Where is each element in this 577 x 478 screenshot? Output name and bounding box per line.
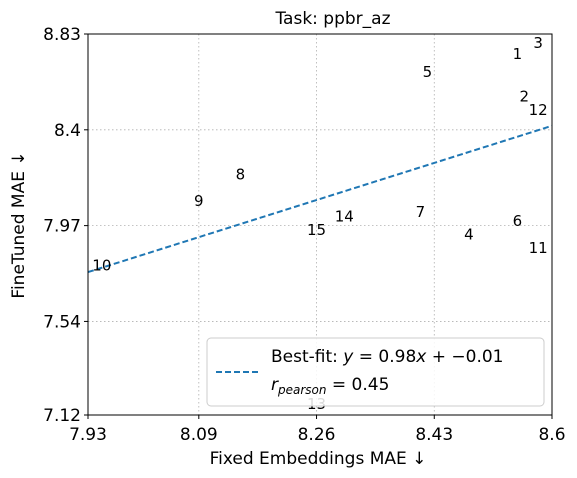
y-tick-label: 8.4 bbox=[54, 121, 81, 141]
y-tick-label: 7.54 bbox=[43, 312, 81, 332]
y-tick-label: 8.83 bbox=[43, 25, 81, 45]
point-label-11: 11 bbox=[529, 239, 548, 257]
point-label-3: 3 bbox=[533, 34, 543, 52]
legend-r-subscript: pearson bbox=[277, 383, 327, 397]
x-tick-label: 8.26 bbox=[298, 425, 336, 445]
x-tick-label: 8.6 bbox=[538, 425, 565, 445]
y-axis-ticks: 7.12 7.54 7.97 8.4 8.83 bbox=[43, 25, 88, 426]
legend-fit-equation: y bbox=[342, 347, 354, 367]
legend-box bbox=[206, 337, 545, 407]
x-axis-ticks: 7.93 8.09 8.26 8.43 8.6 bbox=[69, 415, 566, 445]
point-label-10: 10 bbox=[92, 257, 111, 275]
x-axis-label: Fixed Embeddings MAE ↓ bbox=[210, 449, 427, 469]
point-label-5: 5 bbox=[423, 63, 433, 81]
point-label-9: 9 bbox=[194, 192, 204, 210]
point-label-6: 6 bbox=[513, 212, 523, 230]
point-label-2: 2 bbox=[520, 87, 530, 105]
y-tick-label: 7.12 bbox=[43, 406, 81, 426]
y-axis-label: FineTuned MAE ↓ bbox=[9, 151, 29, 298]
best-fit-line-group bbox=[87, 124, 553, 274]
legend-fit-suffix: + −0.01 bbox=[426, 347, 503, 367]
legend-r-symbol: r bbox=[271, 375, 279, 395]
legend-fit-x: x bbox=[415, 347, 427, 367]
point-label-4: 4 bbox=[464, 226, 474, 244]
y-tick-label: 7.97 bbox=[43, 217, 81, 237]
plot-frame bbox=[87, 33, 553, 416]
best-fit-line bbox=[87, 124, 553, 274]
legend: Best-fit: y = 0.98x + −0.01 rpearson = 0… bbox=[206, 337, 545, 407]
point-label-8: 8 bbox=[236, 165, 246, 183]
point-label-12: 12 bbox=[529, 101, 548, 119]
legend-r-label: rpearson = 0.45 bbox=[271, 375, 389, 397]
legend-fit-mid: = 0.98 bbox=[353, 347, 416, 367]
x-tick-label: 8.09 bbox=[180, 425, 218, 445]
point-label-7: 7 bbox=[416, 203, 426, 221]
point-label-15: 15 bbox=[307, 221, 326, 239]
point-label-1: 1 bbox=[513, 45, 523, 63]
legend-fit-label: Best-fit: y = 0.98x + −0.01 bbox=[271, 347, 503, 367]
legend-fit-prefix: Best-fit: bbox=[271, 347, 343, 367]
x-tick-label: 7.93 bbox=[69, 425, 107, 445]
chart-title: Task: ppbr_az bbox=[274, 9, 390, 29]
point-label-14: 14 bbox=[335, 208, 354, 226]
legend-r-value: = 0.45 bbox=[327, 375, 390, 395]
x-tick-label: 8.43 bbox=[415, 425, 453, 445]
